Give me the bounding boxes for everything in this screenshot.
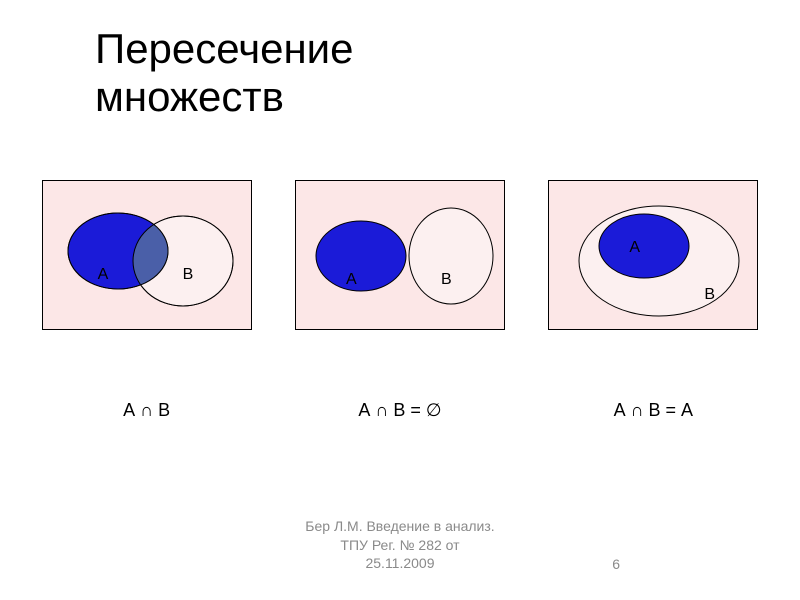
- venn-svg-disjoint: [296, 181, 506, 331]
- footer-line2: ТПУ Рег. № 282 от: [305, 536, 494, 554]
- venn-panel-overlap: А В: [42, 180, 252, 330]
- ellipse-a-2: [316, 221, 406, 291]
- title-line1: Пересечение: [95, 25, 353, 72]
- page-number: 6: [612, 556, 620, 572]
- label-a-1: А: [98, 266, 109, 284]
- venn-panel-subset: А В: [548, 180, 758, 330]
- diagrams-row: А В А В А В: [0, 180, 800, 330]
- captions-row: А ∩ В А ∩ В = ∅ А ∩ В = А: [0, 400, 800, 421]
- footer-line3: 25.11.2009: [305, 554, 494, 572]
- footer-citation: Бер Л.М. Введение в анализ. ТПУ Рег. № 2…: [305, 517, 494, 572]
- ellipse-a-3: [599, 214, 689, 278]
- venn-svg-subset: [549, 181, 759, 331]
- label-b-1: В: [183, 266, 194, 284]
- label-a-3: А: [629, 239, 640, 257]
- label-b-2: В: [441, 271, 452, 289]
- title-line2: множеств: [95, 73, 284, 120]
- caption-3: А ∩ В = А: [548, 400, 758, 421]
- slide-title: Пересечение множеств: [95, 25, 353, 122]
- ellipse-b-2: [409, 208, 493, 304]
- venn-svg-overlap: [43, 181, 253, 331]
- footer-line1: Бер Л.М. Введение в анализ.: [305, 517, 494, 535]
- venn-panel-disjoint: А В: [295, 180, 505, 330]
- caption-1: А ∩ В: [42, 400, 252, 421]
- label-b-3: В: [704, 286, 715, 304]
- caption-2: А ∩ В = ∅: [295, 400, 505, 421]
- label-a-2: А: [346, 271, 357, 289]
